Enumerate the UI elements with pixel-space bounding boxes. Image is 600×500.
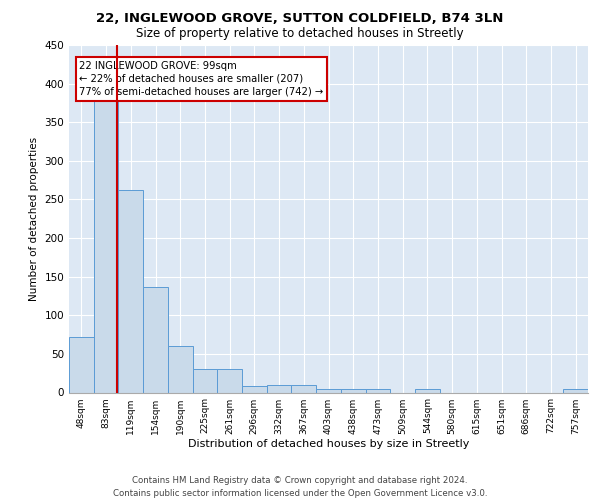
X-axis label: Distribution of detached houses by size in Streetly: Distribution of detached houses by size … [188,440,469,450]
Bar [217,368,242,392]
Bar [193,368,217,392]
Bar [94,99,118,392]
Bar [118,190,143,392]
Bar [316,388,341,392]
Text: 22 INGLEWOOD GROVE: 99sqm
← 22% of detached houses are smaller (207)
77% of semi: 22 INGLEWOOD GROVE: 99sqm ← 22% of detac… [79,60,323,97]
Bar [415,390,440,392]
Text: Size of property relative to detached houses in Streetly: Size of property relative to detached ho… [136,28,464,40]
Text: 22, INGLEWOOD GROVE, SUTTON COLDFIELD, B74 3LN: 22, INGLEWOOD GROVE, SUTTON COLDFIELD, B… [97,12,503,26]
Bar [168,346,193,393]
Y-axis label: Number of detached properties: Number of detached properties [29,136,39,301]
Bar [143,288,168,393]
Bar [292,385,316,392]
Text: Contains HM Land Registry data © Crown copyright and database right 2024.: Contains HM Land Registry data © Crown c… [132,476,468,485]
Bar [69,337,94,392]
Text: Contains public sector information licensed under the Open Government Licence v3: Contains public sector information licen… [113,489,487,498]
Bar [563,390,588,392]
Bar [242,386,267,392]
Bar [267,385,292,392]
Bar [365,388,390,392]
Bar [341,390,365,392]
